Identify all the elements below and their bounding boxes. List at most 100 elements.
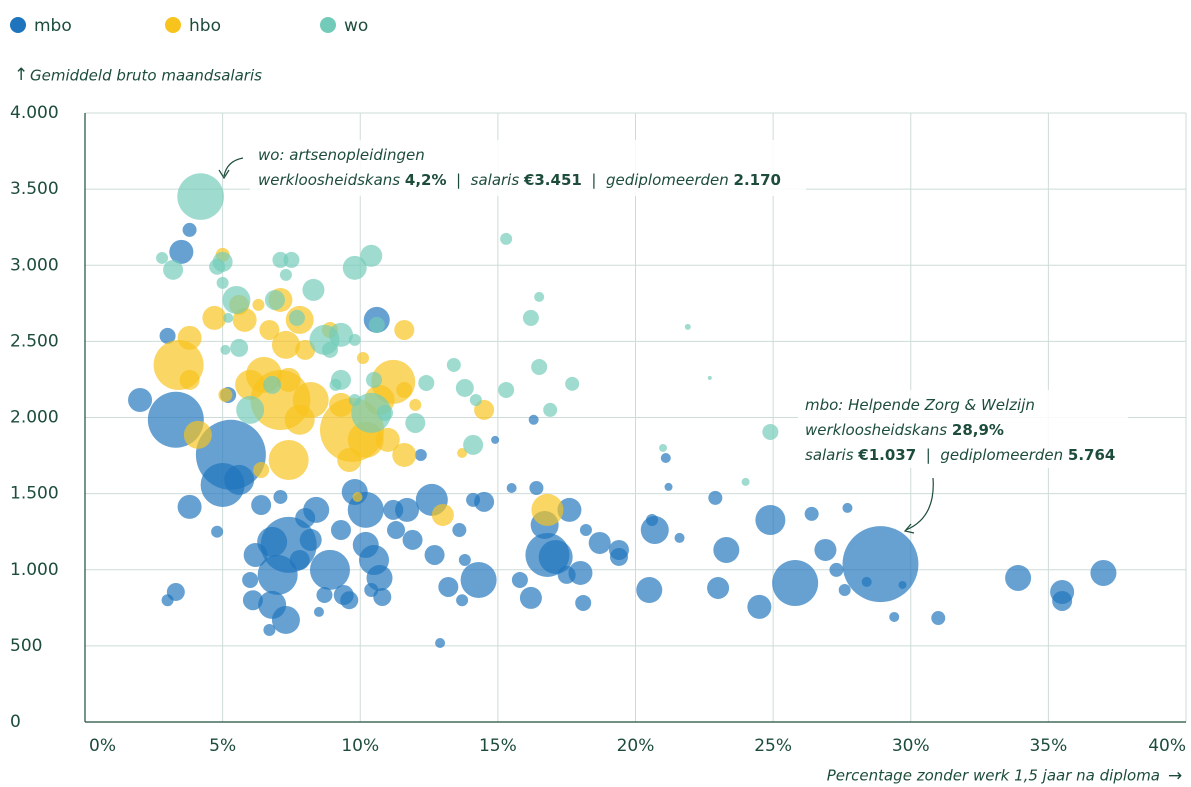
y-tick-label: 3.500	[10, 179, 59, 199]
annotation-text: werkloosheidskans	[805, 421, 952, 439]
bubble	[375, 427, 400, 452]
bubble	[1005, 564, 1032, 591]
bubble	[762, 423, 779, 440]
bubble	[395, 497, 420, 522]
annotation-bg	[798, 390, 1128, 468]
annotation-line: salaris €1.037 | gediplomeerden 5.764	[805, 446, 1115, 464]
bubble	[466, 492, 481, 507]
bubble	[659, 443, 668, 452]
bubble	[128, 387, 153, 412]
bubble	[838, 583, 851, 596]
bubble	[418, 374, 435, 391]
bubbles	[128, 173, 1117, 648]
bubble	[212, 251, 233, 272]
legend-marker	[10, 17, 26, 33]
bubble	[435, 637, 446, 648]
legend-marker	[320, 17, 336, 33]
bubble	[405, 412, 426, 433]
bubble	[364, 582, 379, 597]
bubble	[455, 378, 474, 397]
bubble	[458, 554, 471, 567]
bubble	[352, 491, 363, 502]
x-tick-label: 0%	[89, 736, 116, 756]
bubble	[329, 378, 342, 391]
legend-label: hbo	[189, 16, 221, 36]
bubble	[252, 298, 265, 311]
bubble	[772, 559, 819, 606]
x-tick-label: 25%	[754, 736, 792, 756]
bubble	[377, 404, 394, 421]
bubble	[528, 414, 539, 425]
bubble	[161, 594, 174, 607]
bubble	[224, 464, 255, 495]
bubble	[469, 393, 482, 406]
bubble	[431, 503, 454, 526]
bubble	[202, 305, 227, 330]
bubble	[283, 251, 300, 268]
bubble	[409, 398, 422, 411]
bubble	[500, 232, 513, 245]
annotation-text: mbo: Helpende Zorg & Welzijn	[805, 396, 1035, 414]
y-tick-label: 3.000	[10, 255, 59, 275]
annotation-line: werkloosheidskans 28,9%	[805, 421, 1004, 439]
bubble	[460, 561, 497, 598]
x-tick-label: 35%	[1029, 736, 1067, 756]
bubble	[660, 452, 671, 463]
bubble	[646, 513, 659, 526]
x-tick-label: 15%	[479, 736, 517, 756]
bubble	[299, 528, 322, 551]
bubble	[357, 351, 370, 364]
bubble	[452, 523, 467, 538]
x-tick-label: 30%	[892, 736, 930, 756]
bubble	[522, 309, 539, 326]
bubble	[438, 576, 459, 597]
bubble	[457, 447, 468, 458]
bubble	[211, 525, 224, 538]
bubble	[220, 344, 231, 355]
bubble	[222, 285, 251, 314]
bubble	[707, 375, 712, 380]
annotation-text: | salaris	[447, 171, 524, 189]
bubble	[182, 222, 197, 237]
bubble	[272, 251, 289, 268]
bubble	[538, 539, 573, 574]
annotation-line: werkloosheidskans 4,2% | salaris €3.451 …	[258, 171, 781, 189]
y-tick-label: 0	[10, 712, 21, 732]
annotations: wo: artsenopleidingen werkloosheidskans 4…	[258, 146, 1115, 464]
bubble	[1052, 590, 1073, 611]
bubble	[163, 259, 184, 280]
bubble	[340, 591, 359, 610]
bubble	[242, 590, 263, 611]
bubble	[264, 289, 285, 310]
bubble	[898, 580, 907, 589]
bubble	[342, 255, 367, 280]
annotation-text: | gediplomeerden	[916, 446, 1068, 464]
bubble	[402, 529, 423, 550]
bubble	[424, 544, 445, 565]
bubble	[289, 550, 310, 571]
bubble	[351, 392, 392, 433]
y-tick-label: 4.000	[10, 103, 59, 123]
x-axis-arrow: →	[1168, 766, 1182, 786]
bubble	[842, 502, 853, 513]
y-tick-label: 2.500	[10, 331, 59, 351]
bubble	[755, 504, 786, 535]
bubble	[707, 577, 730, 600]
x-tick-label: 40%	[1148, 736, 1186, 756]
bubble	[302, 278, 325, 301]
annotation-arrow	[905, 477, 934, 531]
bubble	[179, 369, 200, 390]
legend-label: wo	[344, 16, 368, 36]
annotation-line: wo: artsenopleidingen	[258, 146, 425, 164]
bubble	[159, 327, 176, 344]
bubble	[387, 521, 406, 540]
annotation-text: | gediplomeerden	[582, 171, 734, 189]
annotation-line: mbo: Helpende Zorg & Welzijn	[805, 396, 1035, 414]
bubble	[348, 393, 361, 406]
bubble	[279, 268, 292, 281]
bubble	[531, 493, 564, 526]
annotation-text: wo: artsenopleidingen	[258, 146, 425, 164]
bubble	[223, 312, 234, 323]
bubble	[568, 560, 593, 585]
bubble	[747, 594, 772, 619]
